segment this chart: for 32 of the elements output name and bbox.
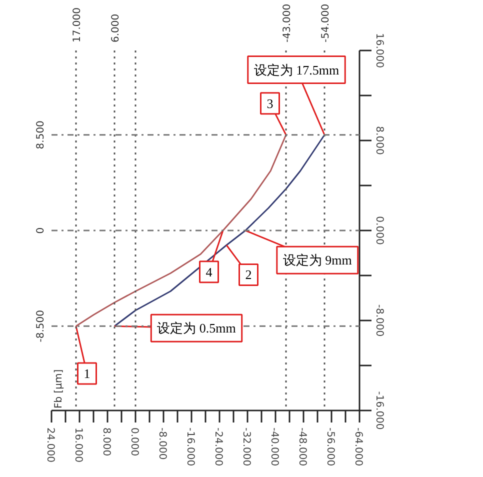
annotation: 1 <box>84 366 90 381</box>
x-tick-label: 0.000 <box>128 428 140 456</box>
ref-line-label: -54.000 <box>320 4 332 42</box>
x-tick-label: -56.000 <box>324 428 336 466</box>
x-tick-label: -64.000 <box>352 428 364 466</box>
x-tick-label: 24.000 <box>44 428 56 462</box>
y-tick-label: 0.000 <box>374 216 384 245</box>
x-tick-label: -24.000 <box>212 428 224 466</box>
x-tick-label: -32.000 <box>240 428 252 466</box>
y-tick-label: 8.000 <box>374 126 384 155</box>
x-tick-label: 8.000 <box>100 428 112 456</box>
ref-line-label: 8.500 <box>36 120 46 150</box>
annotation: 4 <box>206 264 213 280</box>
y-tick-label: -16.000 <box>374 391 384 430</box>
ref-line-label: -8.500 <box>36 310 46 342</box>
x-tick-label: -40.000 <box>268 428 280 466</box>
annotation: 3 <box>266 96 274 111</box>
ref-line-label: -43.000 <box>282 4 293 42</box>
y-tick-label: 16.000 <box>374 33 384 68</box>
annotation: 设定为 9mm <box>282 252 352 268</box>
annotation: 2 <box>245 267 252 282</box>
x-tick-label: -8.000 <box>156 428 168 460</box>
ref-line-label: 6.000 <box>110 14 122 42</box>
x-tick-label: 16.000 <box>72 428 84 462</box>
ref-line-label: 0 <box>36 227 46 234</box>
annotation: 设定为 17.5mm <box>254 62 340 78</box>
x-tick-label: -48.000 <box>296 428 308 466</box>
annotation: 设定为 0.5mm <box>157 320 236 336</box>
ref-line-label: 17.000 <box>72 8 83 42</box>
x-tick-label: -16.000 <box>184 428 196 466</box>
y-axis-title: Fb [μm] <box>54 369 64 408</box>
y-tick-label: -8.000 <box>374 304 384 337</box>
